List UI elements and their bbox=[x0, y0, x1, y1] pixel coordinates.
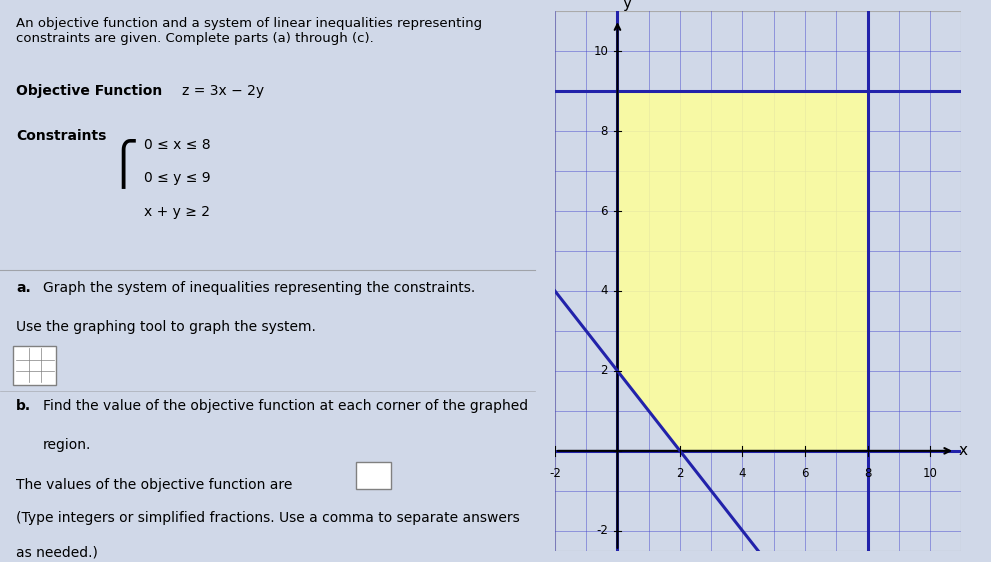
Text: b.: b. bbox=[16, 399, 31, 413]
Text: 6: 6 bbox=[802, 467, 809, 480]
Text: y: y bbox=[622, 0, 631, 11]
Polygon shape bbox=[617, 91, 867, 451]
Text: 8: 8 bbox=[601, 125, 608, 138]
Text: 0 ≤ y ≤ 9: 0 ≤ y ≤ 9 bbox=[145, 171, 211, 185]
Text: z = 3x − 2y: z = 3x − 2y bbox=[182, 84, 264, 98]
Text: 2: 2 bbox=[676, 467, 684, 480]
Text: 4: 4 bbox=[738, 467, 746, 480]
Text: region.: region. bbox=[43, 438, 91, 452]
Text: 2: 2 bbox=[601, 364, 608, 378]
FancyBboxPatch shape bbox=[14, 346, 56, 385]
Text: -2: -2 bbox=[597, 524, 608, 537]
Text: The values of the objective function are: The values of the objective function are bbox=[16, 478, 292, 492]
Text: Objective Function: Objective Function bbox=[16, 84, 163, 98]
FancyBboxPatch shape bbox=[356, 462, 390, 489]
Text: 8: 8 bbox=[864, 467, 871, 480]
Text: Graph the system of inequalities representing the constraints.: Graph the system of inequalities represe… bbox=[43, 281, 475, 295]
Text: 6: 6 bbox=[601, 205, 608, 217]
Text: 4: 4 bbox=[601, 284, 608, 297]
Text: (Type integers or simplified fractions. Use a comma to separate answers: (Type integers or simplified fractions. … bbox=[16, 511, 520, 525]
Text: 0 ≤ x ≤ 8: 0 ≤ x ≤ 8 bbox=[145, 138, 211, 152]
Text: -2: -2 bbox=[549, 467, 561, 480]
Text: as needed.): as needed.) bbox=[16, 545, 98, 559]
Text: An objective function and a system of linear inequalities representing
constrain: An objective function and a system of li… bbox=[16, 17, 483, 45]
Text: Constraints: Constraints bbox=[16, 129, 106, 143]
Text: 10: 10 bbox=[923, 467, 937, 480]
Text: ⎧: ⎧ bbox=[107, 138, 139, 188]
Text: x: x bbox=[958, 443, 967, 459]
Text: 10: 10 bbox=[594, 45, 608, 58]
Text: x + y ≥ 2: x + y ≥ 2 bbox=[145, 205, 210, 219]
Text: Use the graphing tool to graph the system.: Use the graphing tool to graph the syste… bbox=[16, 320, 316, 334]
Text: a.: a. bbox=[16, 281, 31, 295]
Text: Find the value of the objective function at each corner of the graphed: Find the value of the objective function… bbox=[43, 399, 528, 413]
